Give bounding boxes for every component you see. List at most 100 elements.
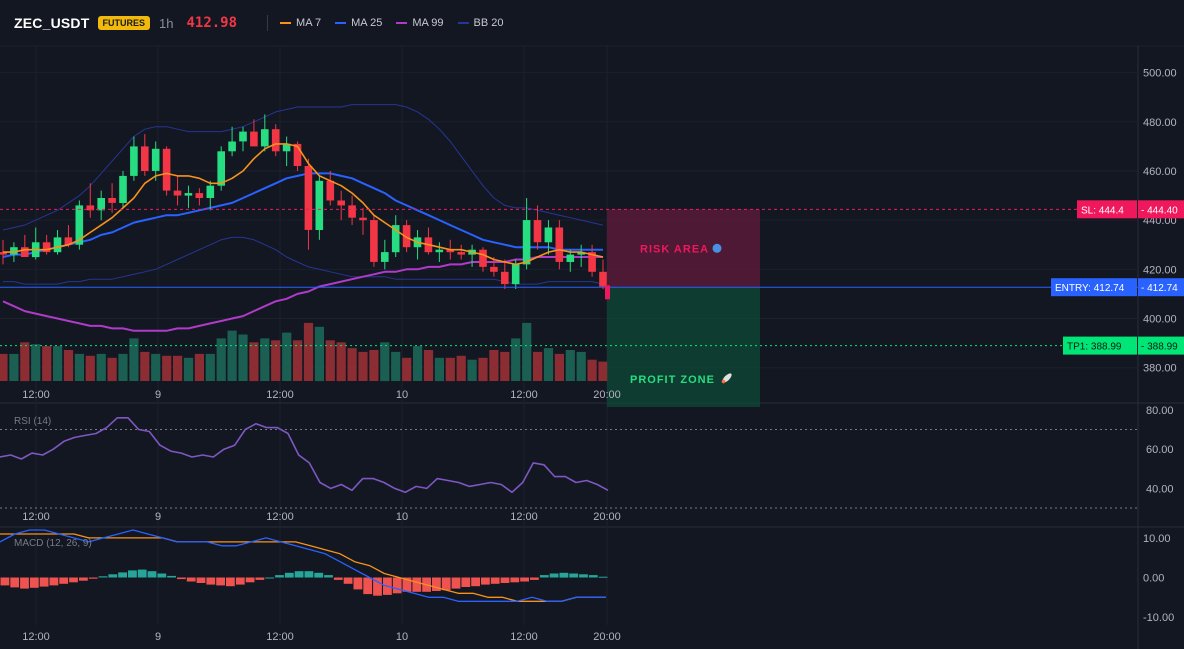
volume-bar bbox=[271, 340, 281, 381]
time-tick-label: 9 bbox=[155, 631, 161, 643]
candle-body bbox=[53, 237, 62, 253]
volume-bar bbox=[380, 342, 390, 382]
macd-histogram-bar bbox=[392, 577, 402, 594]
volume-bar bbox=[9, 353, 19, 381]
candle-body bbox=[21, 247, 29, 257]
candle bbox=[533, 205, 542, 250]
candle bbox=[261, 114, 269, 152]
volume-bar bbox=[434, 357, 444, 382]
macd-histogram-bar bbox=[79, 577, 88, 581]
time-tick-label: 10 bbox=[396, 389, 408, 401]
candle-body bbox=[402, 225, 411, 248]
volume-bar bbox=[358, 351, 368, 381]
macd-tick-label: 0.00 bbox=[1143, 573, 1164, 585]
candle bbox=[599, 259, 607, 290]
candle-body bbox=[588, 252, 596, 272]
timeframe-selector[interactable]: 1h bbox=[159, 15, 174, 31]
price-pane[interactable]: RISK AREA PROFIT ZONE bbox=[0, 104, 1138, 407]
macd-histogram-bar bbox=[98, 576, 108, 578]
macd-histogram-bar bbox=[324, 575, 333, 578]
candle bbox=[522, 198, 531, 270]
macd-histogram-bar bbox=[275, 575, 284, 578]
macd-histogram-bar bbox=[29, 577, 39, 588]
macd-histogram-bar bbox=[353, 577, 363, 590]
time-tick-label: 12:00 bbox=[266, 511, 294, 523]
macd-pane[interactable]: MACD (12, 26, 9) bbox=[0, 529, 608, 602]
candle bbox=[370, 215, 378, 267]
macd-histogram-bar bbox=[255, 577, 265, 580]
volume-bar bbox=[20, 342, 30, 382]
candle bbox=[501, 259, 509, 290]
volume-bar bbox=[205, 353, 215, 381]
candle bbox=[304, 158, 313, 250]
candle-body bbox=[195, 193, 204, 198]
candle bbox=[184, 185, 193, 208]
ma25-line bbox=[2, 172, 603, 258]
candle-body bbox=[0, 252, 7, 255]
last-price: 412.98 bbox=[186, 15, 238, 31]
macd-line bbox=[0, 529, 606, 602]
candle bbox=[151, 141, 160, 181]
macd-title: MACD (12, 26, 9) bbox=[14, 538, 92, 549]
volume-bar bbox=[74, 353, 84, 381]
candle bbox=[337, 190, 345, 221]
volume-bar bbox=[249, 342, 259, 382]
candle-body bbox=[446, 249, 455, 253]
legend-bb20[interactable]: BB 20 bbox=[457, 17, 503, 29]
candle bbox=[577, 244, 585, 267]
candle-body bbox=[250, 131, 258, 147]
price-line-tag bbox=[1063, 336, 1137, 355]
volume-bar bbox=[391, 351, 401, 381]
macd-histogram-bar bbox=[284, 572, 294, 578]
legend-ma99[interactable]: MA 99 bbox=[396, 17, 444, 29]
candle-body bbox=[151, 148, 160, 171]
volume-bar bbox=[151, 353, 161, 381]
candle bbox=[21, 234, 29, 258]
rsi-pane[interactable]: RSI (14) bbox=[0, 416, 1138, 509]
macd-histogram-bar bbox=[412, 577, 422, 592]
candle bbox=[326, 170, 335, 206]
volume-bar bbox=[129, 338, 139, 381]
macd-histogram-bar bbox=[157, 573, 167, 578]
volume-bar bbox=[467, 359, 477, 381]
volume-bar bbox=[456, 355, 466, 381]
candle-body bbox=[381, 252, 389, 262]
macd-histogram-bar bbox=[265, 577, 275, 579]
candle-body bbox=[315, 180, 324, 230]
legend-ma25[interactable]: MA 25 bbox=[335, 17, 382, 29]
candle bbox=[141, 134, 149, 176]
candle-body bbox=[348, 205, 356, 218]
profit-zone-label: PROFIT ZONE bbox=[630, 374, 715, 386]
candle-body bbox=[86, 205, 95, 211]
rsi-tick-label: 60.00 bbox=[1146, 444, 1174, 456]
volume-bar bbox=[522, 322, 532, 381]
candle bbox=[282, 136, 291, 167]
macd-histogram-bar bbox=[569, 573, 579, 578]
candle-body bbox=[42, 242, 51, 253]
volume-bar bbox=[402, 357, 412, 382]
macd-histogram-bar bbox=[245, 577, 255, 583]
legend-ma7[interactable]: MA 7 bbox=[280, 17, 321, 29]
rsi-line bbox=[0, 416, 609, 494]
symbol-label[interactable]: ZEC_USDT bbox=[14, 15, 90, 31]
candle-body bbox=[544, 227, 553, 243]
candle-body bbox=[522, 220, 531, 265]
time-tick-label: 12:00 bbox=[510, 511, 538, 523]
time-tick-label: 12:00 bbox=[22, 389, 50, 401]
time-tick-label: 20:00 bbox=[593, 511, 621, 523]
candle-body bbox=[184, 193, 193, 196]
candle-body bbox=[108, 198, 116, 203]
time-tick-label: 20:00 bbox=[593, 631, 621, 643]
candle bbox=[348, 195, 356, 226]
futures-badge: FUTURES bbox=[97, 16, 150, 30]
macd-histogram-bar bbox=[481, 577, 490, 585]
volume-bar bbox=[260, 338, 270, 381]
candle-body bbox=[64, 237, 73, 245]
volume-bar bbox=[325, 340, 335, 381]
volume-bar bbox=[413, 346, 423, 381]
macd-histogram-bar bbox=[598, 576, 608, 578]
profit-zone bbox=[607, 287, 760, 407]
candle bbox=[544, 220, 553, 255]
ma7-line bbox=[3, 143, 604, 266]
